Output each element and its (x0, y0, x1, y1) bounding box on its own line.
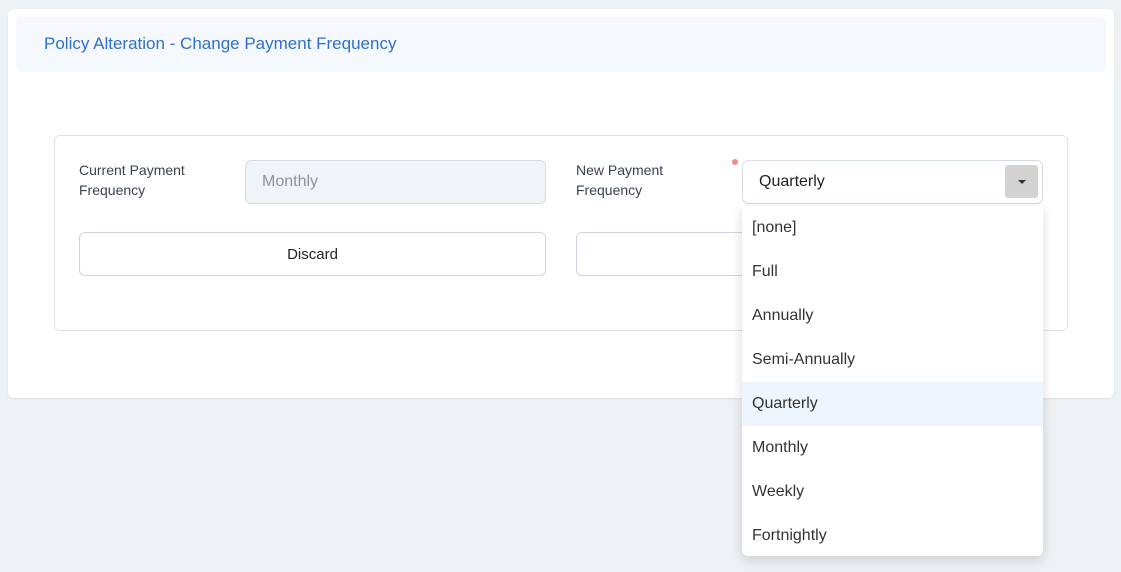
option-annually[interactable]: Annually (752, 307, 814, 324)
option-none[interactable]: [none] (752, 219, 797, 236)
current-frequency-label: Current Payment Frequency (79, 162, 185, 198)
current-frequency-field: Monthly (245, 160, 546, 204)
page-title: Policy Alteration - Change Payment Frequ… (44, 34, 397, 53)
option-quarterly[interactable]: Quarterly (742, 382, 1043, 426)
option-full[interactable]: Full (752, 263, 778, 280)
page-header (16, 17, 1106, 72)
option-monthly[interactable]: Monthly (752, 439, 809, 456)
new-frequency-label: New Payment Frequency (576, 162, 664, 198)
option-weekly[interactable]: Weekly (752, 483, 805, 500)
discard-button[interactable]: Discard (79, 232, 546, 276)
option-semi-annually[interactable]: Semi-Annually (752, 351, 856, 368)
option-fortnightly[interactable]: Fortnightly (752, 527, 827, 544)
caret-down-icon[interactable] (1005, 165, 1038, 198)
frequency-dropdown-menu: [none] Full Annually Semi-Annually Quart… (742, 206, 1043, 556)
required-indicator (732, 159, 738, 165)
new-frequency-select[interactable]: Quarterly (742, 160, 1043, 204)
select-value: Quarterly (759, 173, 825, 190)
